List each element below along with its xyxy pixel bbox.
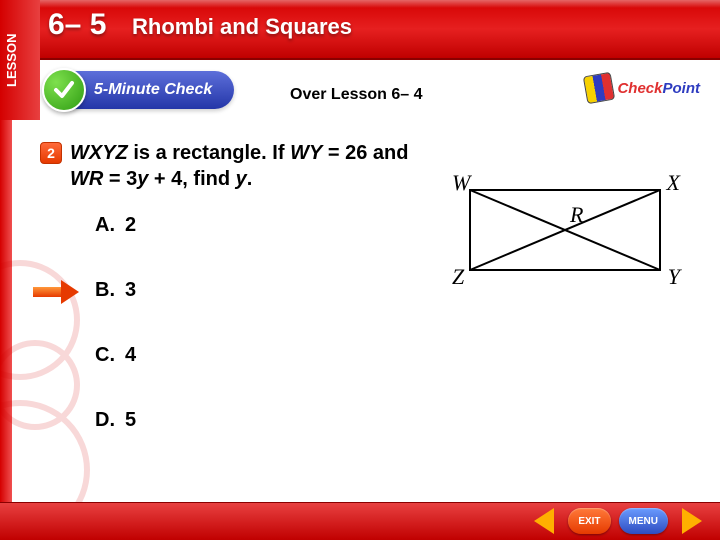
choice-b-letter: B. [95,279,125,302]
q-var-wy: WY [290,142,322,164]
diagram-label-x: X [667,170,680,196]
q-seg5: . [247,168,253,190]
choice-c[interactable]: C.4 [95,344,136,367]
checkpoint-point: Point [663,80,701,97]
checkpoint-logo: CheckPoint [585,74,700,102]
q-seg1: is a rectangle. If [128,142,290,164]
choice-d-value: 5 [125,409,136,431]
choice-a[interactable]: A.2 [95,214,136,237]
header-bar: 6– 5 Rhombi and Squares [0,0,720,60]
q-seg3: = 3 [103,168,137,190]
triangle-right-icon [682,508,702,534]
five-minute-check-band: 5-Minute Check [42,68,234,112]
q-var-y2: y [236,168,247,190]
checkpoint-check: Check [617,80,662,97]
nav-controls: EXIT MENU [528,508,708,534]
triangle-left-icon [534,508,554,534]
answer-arrow-icon [33,283,81,301]
rectangle-diagram: W X Y Z R [450,170,680,290]
next-button[interactable] [676,508,708,534]
diagram-label-z: Z [452,264,464,290]
choice-a-value: 2 [125,214,136,236]
checkpoint-icon [583,72,615,104]
choice-c-letter: C. [95,344,125,367]
prev-button[interactable] [528,508,560,534]
q-seg2: = 26 and [322,142,408,164]
menu-button[interactable]: MENU [619,508,668,534]
q-var-wr: WR [70,168,103,190]
checkpoint-text: CheckPoint [617,80,700,97]
q-var-wxyz: WXYZ [70,142,128,164]
diagram-label-y: Y [668,264,680,290]
q-seg4: + 4, find [148,168,235,190]
diagram-label-r: R [570,202,583,228]
choice-a-letter: A. [95,214,125,237]
lesson-number: 6– 5 [48,8,106,42]
exit-button[interactable]: EXIT [568,508,610,534]
question-text: WXYZ is a rectangle. If WY = 26 and WR =… [70,140,408,192]
choice-b[interactable]: B.3 [95,279,136,302]
checkmark-icon [42,68,86,112]
header-shine [0,0,720,8]
question-number-badge: 2 [40,142,62,164]
over-lesson-label: Over Lesson 6– 4 [290,86,423,104]
choice-b-value: 3 [125,279,136,301]
five-minute-check-label: 5-Minute Check [64,71,234,109]
lesson-title: Rhombi and Squares [132,14,352,40]
choice-c-value: 4 [125,344,136,366]
choice-d-letter: D. [95,409,125,432]
answer-choices: A.2 B.3 C.4 D.5 [95,214,136,474]
diagram-label-w: W [452,170,470,196]
lesson-tab: LESSON [0,0,40,120]
choice-d[interactable]: D.5 [95,409,136,432]
q-var-y1: y [137,168,148,190]
